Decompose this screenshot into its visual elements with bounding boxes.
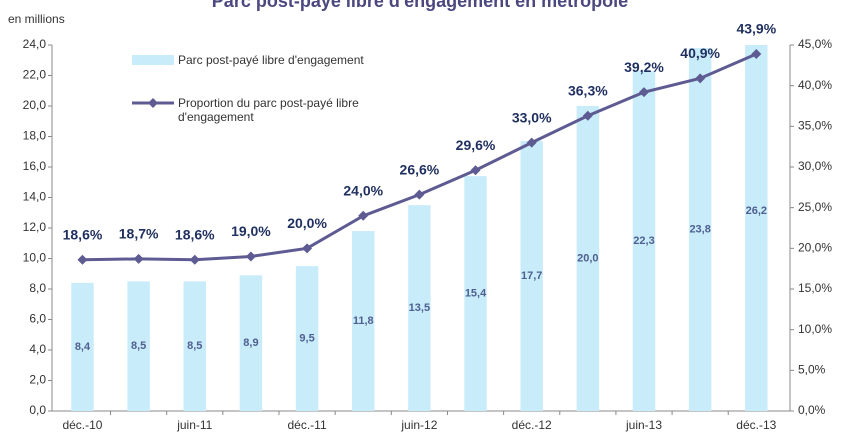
y-tick-label: 16,0: [23, 159, 47, 173]
bar-label: 20,0: [577, 252, 598, 264]
legend-marker: [148, 98, 158, 108]
bar-label: 8,9: [243, 337, 258, 349]
bar: [632, 70, 656, 411]
legend-swatch-bar: [132, 55, 174, 65]
line-marker: [133, 253, 144, 264]
bar: [352, 231, 375, 411]
bar: [71, 282, 94, 411]
line-label: 20,0%: [287, 215, 327, 231]
bar-label: 8,5: [187, 340, 202, 352]
y-tick-label: 6,0: [29, 312, 46, 326]
y-tick-label: 0,0: [29, 403, 46, 417]
bar-label: 13,5: [409, 302, 430, 314]
line-label: 36,3%: [568, 82, 608, 98]
line-marker: [526, 137, 537, 148]
line-label: 18,7%: [119, 226, 159, 242]
line-marker: [639, 87, 649, 98]
line-marker: [189, 254, 200, 265]
x-tick-label: déc.-13: [736, 418, 776, 432]
y2-tick-label: 5,0%: [798, 363, 826, 377]
bar: [183, 281, 206, 411]
line-label: 39,2%: [624, 59, 664, 75]
chart-title: Parc post-payé libre d'engagement en mét…: [212, 0, 628, 11]
x-tick-label: déc.-12: [512, 418, 552, 432]
line-marker: [414, 189, 425, 200]
x-tick-label: juin-11: [176, 418, 212, 432]
line-marker: [582, 110, 593, 121]
bar-label: 8,4: [75, 341, 91, 353]
line-label: 40,9%: [680, 45, 720, 61]
line-marker: [77, 254, 88, 265]
line-label: 33,0%: [512, 109, 552, 125]
x-tick-label: juin-12: [400, 418, 437, 432]
line-label: 18,6%: [63, 226, 103, 242]
line-label: 19,0%: [231, 223, 271, 239]
y-tick-label: 14,0: [23, 190, 47, 204]
y2-tick-label: 15,0%: [798, 281, 832, 295]
y-axis-label: en millions: [8, 12, 65, 26]
y2-tick-label: 25,0%: [798, 200, 832, 214]
y-tick-label: 20,0: [23, 98, 47, 112]
bar-label: 11,8: [353, 315, 374, 327]
line-label: 18,6%: [175, 226, 215, 242]
bar-label: 8,5: [131, 340, 146, 352]
line-label: 29,6%: [456, 137, 496, 153]
legend-label: Proportion du parc post-payé libre d'eng…: [178, 96, 359, 124]
x-tick-label: déc.-10: [62, 418, 102, 432]
y2-tick-label: 30,0%: [798, 159, 832, 173]
y2-tick-label: 40,0%: [798, 78, 832, 92]
line-marker: [245, 251, 256, 262]
bar: [576, 106, 600, 411]
line-marker: [302, 243, 313, 254]
bars: [71, 45, 768, 411]
y2-tick-label: 35,0%: [798, 119, 832, 133]
y2-tick-label: 0,0%: [798, 403, 826, 417]
line-marker: [751, 48, 762, 59]
line-marker: [695, 73, 706, 84]
bar: [127, 281, 150, 411]
y-tick-label: 22,0: [23, 68, 47, 82]
legend-label: Parc post-payé libre d'engagement: [178, 53, 364, 67]
bar: [464, 176, 487, 411]
y-tick-label: 4,0: [29, 342, 46, 356]
bar: [239, 275, 263, 411]
bar: [688, 48, 712, 411]
line-label: 43,9%: [736, 21, 776, 37]
y-tick-label: 2,0: [29, 373, 46, 387]
bar: [745, 45, 768, 411]
line-marker: [470, 165, 481, 176]
y2-tick-label: 45,0%: [798, 37, 832, 51]
line-label: 24,0%: [343, 183, 383, 199]
y-tick-label: 8,0: [29, 281, 46, 295]
y-tick-label: 12,0: [23, 220, 47, 234]
line-label: 26,6%: [400, 161, 440, 177]
bar-label: 26,2: [746, 205, 767, 217]
y2-tick-label: 10,0%: [798, 322, 832, 336]
bar: [295, 266, 319, 411]
line-marker: [358, 210, 369, 221]
x-tick-label: déc.-11: [288, 418, 327, 432]
bar-label: 17,7: [521, 270, 542, 282]
y2-tick-label: 20,0%: [798, 241, 832, 255]
bar-label: 9,5: [299, 332, 314, 344]
y-tick-label: 10,0: [23, 251, 47, 265]
y-tick-label: 18,0: [23, 129, 47, 143]
bar: [408, 205, 431, 411]
bar: [520, 141, 543, 411]
x-tick-label: juin-13: [625, 418, 662, 432]
y-tick-label: 24,0: [23, 37, 47, 51]
bar-label: 15,4: [465, 287, 487, 299]
bar-label: 22,3: [633, 235, 654, 247]
bar-label: 23,8: [689, 223, 710, 235]
